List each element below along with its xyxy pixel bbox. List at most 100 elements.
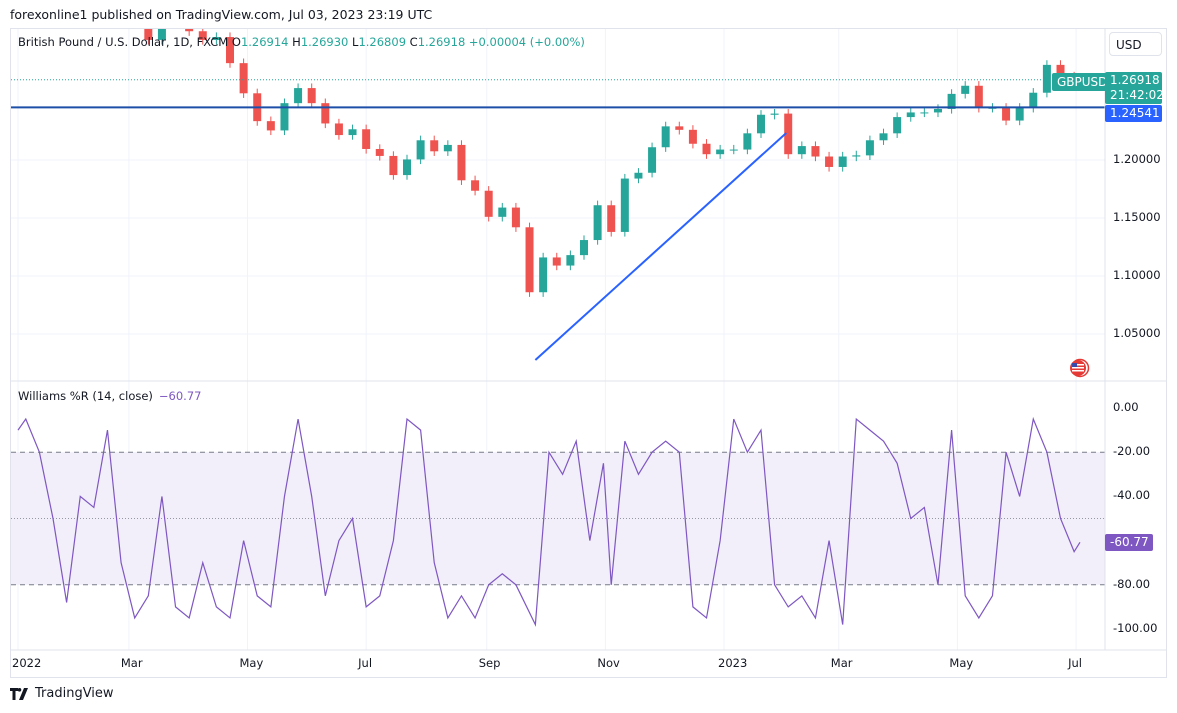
candle-body xyxy=(416,140,425,160)
time-axis-label: Sep xyxy=(478,656,501,670)
candle-body xyxy=(838,156,847,167)
indicator-value: −60.77 xyxy=(158,389,202,403)
candle-body xyxy=(362,129,371,149)
change-value: +0.00004 (+0.00%) xyxy=(468,35,585,49)
hline-price-tag: 1.24541 xyxy=(1105,105,1162,122)
time-axis-label: 2023 xyxy=(718,656,748,670)
candle-body xyxy=(961,85,970,94)
time-axis-label: May xyxy=(239,656,264,670)
candle-body xyxy=(307,88,316,104)
candle-body xyxy=(797,146,806,155)
candle-body xyxy=(471,180,480,191)
candle-body xyxy=(1002,107,1011,121)
candle-body xyxy=(811,146,820,157)
footer: TradingView xyxy=(10,686,114,701)
last-price-tag: 1.26918 21:42:02 xyxy=(1105,72,1164,104)
candle-body xyxy=(144,29,153,40)
candle-body xyxy=(893,117,902,134)
indicator-name: Williams %R (14, close) xyxy=(18,389,153,403)
candle-body xyxy=(716,149,725,155)
currency-button[interactable]: USD xyxy=(1109,32,1162,56)
time-axis-label: Jul xyxy=(358,656,373,670)
indicator-axis-label: -80.00 xyxy=(1113,576,1151,591)
williams-r-line xyxy=(17,416,1081,627)
candle-body xyxy=(403,159,411,176)
symbol-legend: British Pound / U.S. Dollar, 1D, FXCM O1… xyxy=(18,35,585,49)
tradingview-logo-icon[interactable] xyxy=(10,687,30,700)
indicator-axis-label: -40.00 xyxy=(1113,488,1151,503)
price-pane xyxy=(11,29,1105,361)
candle-body xyxy=(634,172,643,179)
bar-countdown: 21:42:02 xyxy=(1110,88,1164,102)
price-axis-label: 1.10000 xyxy=(1113,268,1161,282)
candle-body xyxy=(1056,64,1065,77)
time-axis-label: May xyxy=(949,656,974,670)
high-value: 1.26930 xyxy=(300,35,349,49)
candle-body xyxy=(756,114,765,134)
publisher-line: forexonline1 published on TradingView.co… xyxy=(10,7,433,22)
candle-body xyxy=(443,144,452,152)
candle-body xyxy=(1042,64,1051,93)
candle-body xyxy=(852,155,861,157)
candle-body xyxy=(865,140,874,156)
williams-r-pane xyxy=(11,416,1105,627)
symbol-tag: GBPUSD xyxy=(1052,73,1113,91)
time-axis-label: Mar xyxy=(120,656,143,670)
candle-body xyxy=(920,112,929,114)
candle-body xyxy=(702,143,711,155)
indicator-axis-label: -20.00 xyxy=(1113,444,1151,459)
time-axis-label: Jul xyxy=(1068,656,1082,670)
chart-frame xyxy=(10,28,1167,678)
candle-body xyxy=(321,103,330,124)
candle-body xyxy=(593,205,602,241)
candle-body xyxy=(648,147,657,173)
candle-body xyxy=(239,63,248,94)
candle-body xyxy=(566,255,575,266)
candle-body xyxy=(579,240,588,256)
candle-body xyxy=(185,29,194,32)
price-axis-label: 1.20000 xyxy=(1113,152,1161,166)
candle-body xyxy=(525,227,534,293)
candle-body xyxy=(1029,92,1038,108)
time-axis-label: 2022 xyxy=(12,656,42,670)
price-axis-label: 1.05000 xyxy=(1113,326,1161,340)
candle-body xyxy=(906,112,915,118)
candle-body xyxy=(729,149,738,151)
us-flag-icon[interactable] xyxy=(1068,358,1090,378)
candle-body xyxy=(661,126,670,148)
indicator-axis-label: 0.00 xyxy=(1113,400,1139,414)
candle-body xyxy=(157,29,166,40)
candle-body xyxy=(825,156,834,167)
candle-body xyxy=(266,121,275,131)
candle-body xyxy=(552,257,561,266)
candle-body xyxy=(879,133,888,141)
open-value: 1.26914 xyxy=(240,35,289,49)
candle-body xyxy=(198,31,207,40)
candle-body xyxy=(457,144,466,181)
candle-body xyxy=(974,85,983,108)
candle-body xyxy=(620,178,629,232)
candle-body xyxy=(770,113,779,115)
time-axis-label: Mar xyxy=(830,656,853,670)
candle-body xyxy=(212,37,221,40)
candle-body xyxy=(933,108,942,113)
close-value: 1.26918 xyxy=(417,35,466,49)
time-axis-label: Nov xyxy=(597,656,620,670)
candle-body xyxy=(375,148,384,156)
candle-body xyxy=(498,207,507,217)
candle-body xyxy=(511,207,520,228)
candle-body xyxy=(539,257,548,293)
open-label: O xyxy=(231,35,241,49)
candle-body xyxy=(607,205,616,232)
candle-body xyxy=(1015,107,1024,121)
indicator-legend[interactable]: Williams %R (14, close) −60.77 xyxy=(18,389,201,403)
candle-body xyxy=(280,103,289,131)
candle-body xyxy=(784,113,793,155)
candle-body xyxy=(430,140,439,152)
candle-body xyxy=(334,123,343,136)
high-label: H xyxy=(292,35,301,49)
close-label: C xyxy=(409,35,418,49)
symbol-title: British Pound / U.S. Dollar, 1D, FXCM xyxy=(18,35,229,49)
candle-body xyxy=(226,37,235,64)
